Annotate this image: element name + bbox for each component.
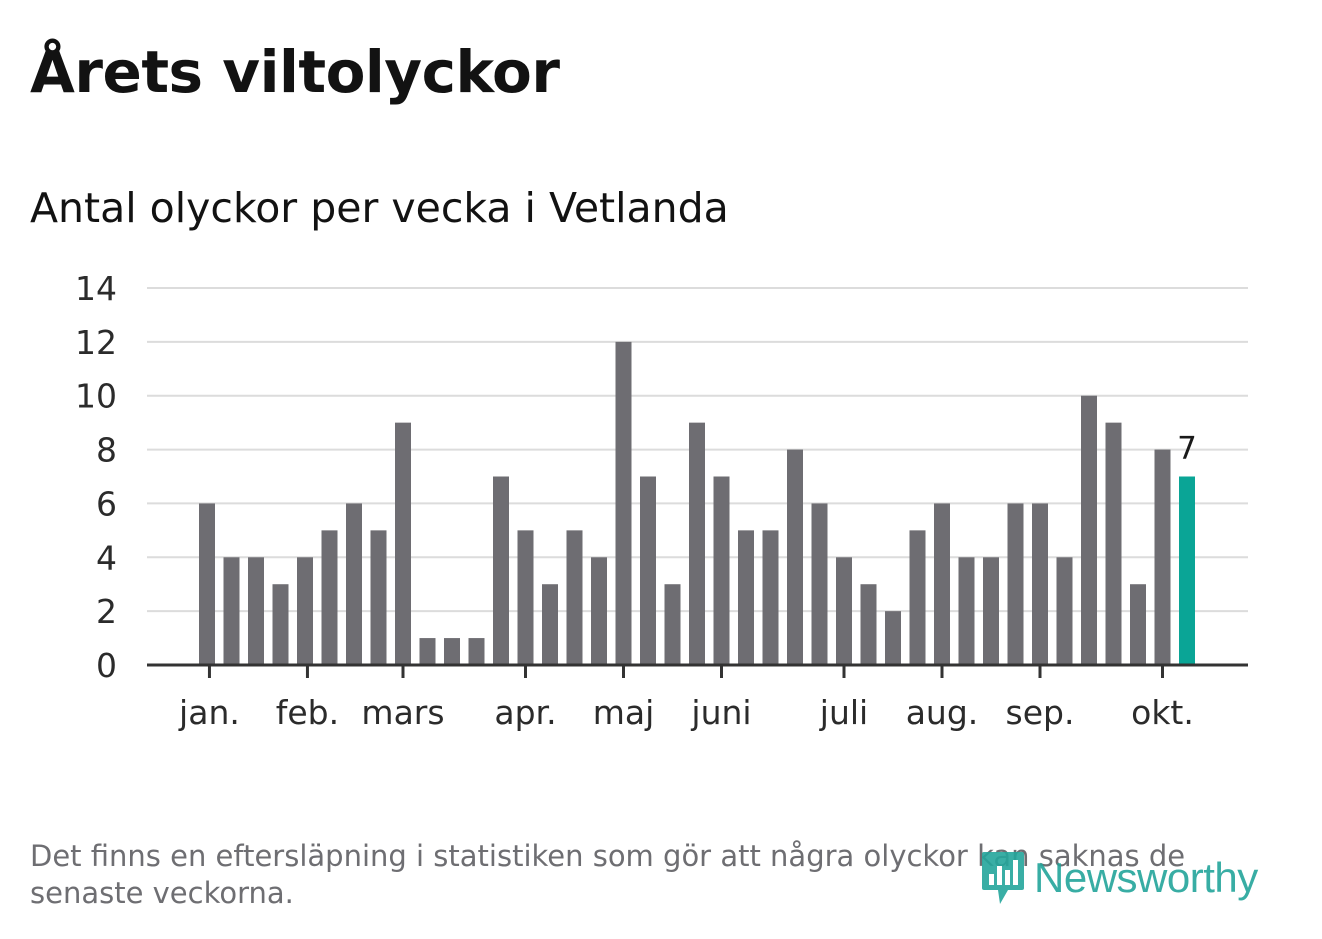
bar	[1130, 584, 1146, 665]
data-labels: 7	[1177, 431, 1197, 467]
bar	[1154, 449, 1171, 665]
bar	[836, 557, 852, 665]
x-tick-label: jan.	[178, 693, 240, 732]
data-label: 7	[1177, 431, 1197, 467]
x-tick-label: okt.	[1131, 693, 1194, 732]
x-tick-label: apr.	[494, 693, 556, 732]
bar	[517, 530, 534, 665]
bar	[1056, 557, 1073, 665]
x-tick-label: aug.	[906, 693, 979, 732]
brand-logo: Newsworthy	[980, 848, 1258, 908]
bar	[762, 530, 779, 665]
bar	[395, 422, 411, 665]
bar	[1007, 503, 1024, 665]
bar	[199, 503, 215, 665]
bar-highlighted	[1179, 476, 1195, 665]
bar	[983, 557, 999, 665]
bar	[468, 638, 485, 665]
bar	[738, 530, 754, 665]
bar	[1105, 422, 1122, 665]
y-axis-ticks: 0 2 4 6 8 10 12 14	[75, 269, 117, 685]
bar	[909, 530, 926, 665]
bar	[591, 557, 607, 665]
bar	[542, 584, 558, 665]
bar	[664, 584, 681, 665]
bar	[444, 638, 460, 665]
bar	[1032, 503, 1048, 665]
y-tick-label: 8	[96, 431, 117, 470]
bar	[615, 341, 632, 665]
bar	[419, 638, 436, 665]
bar	[321, 530, 338, 665]
y-tick-label: 10	[75, 377, 117, 416]
x-tick-label: maj	[593, 693, 655, 732]
x-axis-ticks: jan. feb. mars apr. maj juni juli aug. sep. okt.	[178, 665, 1194, 732]
y-tick-label: 12	[75, 323, 117, 362]
x-tick-label: juli	[819, 693, 868, 732]
y-tick-label: 2	[96, 592, 117, 631]
bar	[787, 449, 803, 665]
bar	[958, 557, 975, 665]
newsworthy-logo-icon	[982, 852, 1024, 904]
y-tick-label: 4	[96, 538, 117, 577]
x-tick-label: juni	[690, 693, 751, 732]
bar	[346, 503, 362, 665]
bar	[640, 476, 656, 665]
bar	[223, 557, 240, 665]
bar	[1081, 395, 1097, 665]
bar	[370, 530, 387, 665]
bar	[493, 476, 509, 665]
bar	[811, 503, 828, 665]
x-tick-label: mars	[361, 693, 444, 732]
bar	[713, 476, 730, 665]
bar	[297, 557, 313, 665]
y-tick-label: 14	[75, 269, 117, 308]
x-tick-label: feb.	[276, 693, 339, 732]
chart-subtitle: Antal olyckor per vecka i Vetlanda	[30, 184, 729, 232]
y-tick-label: 0	[96, 646, 117, 685]
bar	[566, 530, 583, 665]
bar	[885, 611, 901, 665]
brand-name: Newsworthy	[1034, 854, 1258, 901]
bar	[860, 584, 877, 665]
chart-title: Årets viltolyckor	[30, 38, 560, 106]
bar	[689, 422, 705, 665]
y-tick-label: 6	[96, 484, 117, 523]
bar	[934, 503, 950, 665]
bar	[248, 557, 264, 665]
bar	[272, 584, 289, 665]
x-tick-label: sep.	[1006, 693, 1075, 732]
bars	[199, 341, 1195, 665]
